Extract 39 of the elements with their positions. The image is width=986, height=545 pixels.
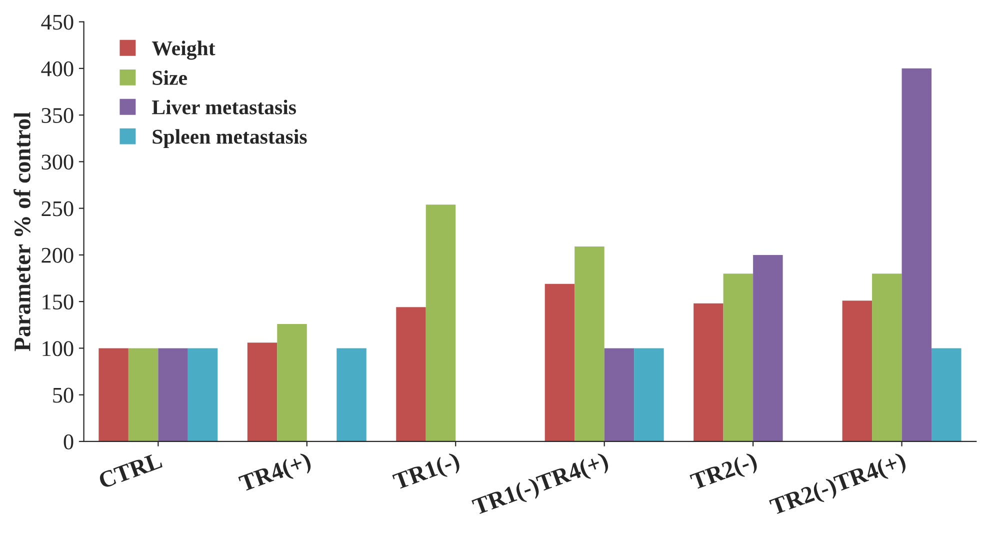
bar	[634, 348, 664, 442]
bar	[842, 300, 872, 442]
bar	[544, 284, 575, 442]
y-tick-label: 350	[42, 108, 74, 123]
bar	[932, 348, 962, 442]
x-tick-label: TR2(-)	[689, 452, 760, 494]
bar	[604, 348, 634, 442]
y-tick-label: 100	[42, 341, 74, 356]
bar	[426, 204, 456, 442]
bar	[158, 348, 188, 442]
bar	[277, 324, 307, 442]
legend-label: Weight	[152, 40, 216, 60]
y-tick-label: 50	[53, 388, 74, 403]
y-tick-label: 250	[42, 201, 74, 216]
bar	[872, 274, 902, 442]
bar	[753, 254, 783, 442]
y-axis-title: Parameter % of control	[14, 112, 30, 352]
bar	[396, 307, 426, 442]
legend-label: Size	[152, 70, 187, 85]
bar	[574, 246, 604, 442]
y-tick-label: 150	[42, 294, 74, 310]
x-tick-label: CTRL	[98, 452, 163, 489]
bar	[723, 274, 754, 442]
bar	[98, 348, 128, 442]
y-tick-label: 0	[64, 434, 74, 450]
legend-label: Liver metastasis	[152, 100, 296, 114]
bar	[247, 342, 278, 442]
y-tick-label: 200	[42, 248, 74, 263]
x-tick-label: TR4(+)	[238, 452, 314, 496]
bar	[336, 348, 366, 442]
y-tick-label: 450	[41, 14, 74, 30]
y-tick-label: 400	[41, 61, 74, 76]
bar	[902, 68, 932, 442]
legend-label: Spleen metastasis	[152, 129, 307, 148]
bar	[128, 348, 158, 442]
bar	[188, 348, 218, 442]
y-tick-label: 300	[42, 154, 74, 170]
x-tick-label: TR1(-)	[392, 452, 462, 494]
bar	[694, 303, 724, 442]
